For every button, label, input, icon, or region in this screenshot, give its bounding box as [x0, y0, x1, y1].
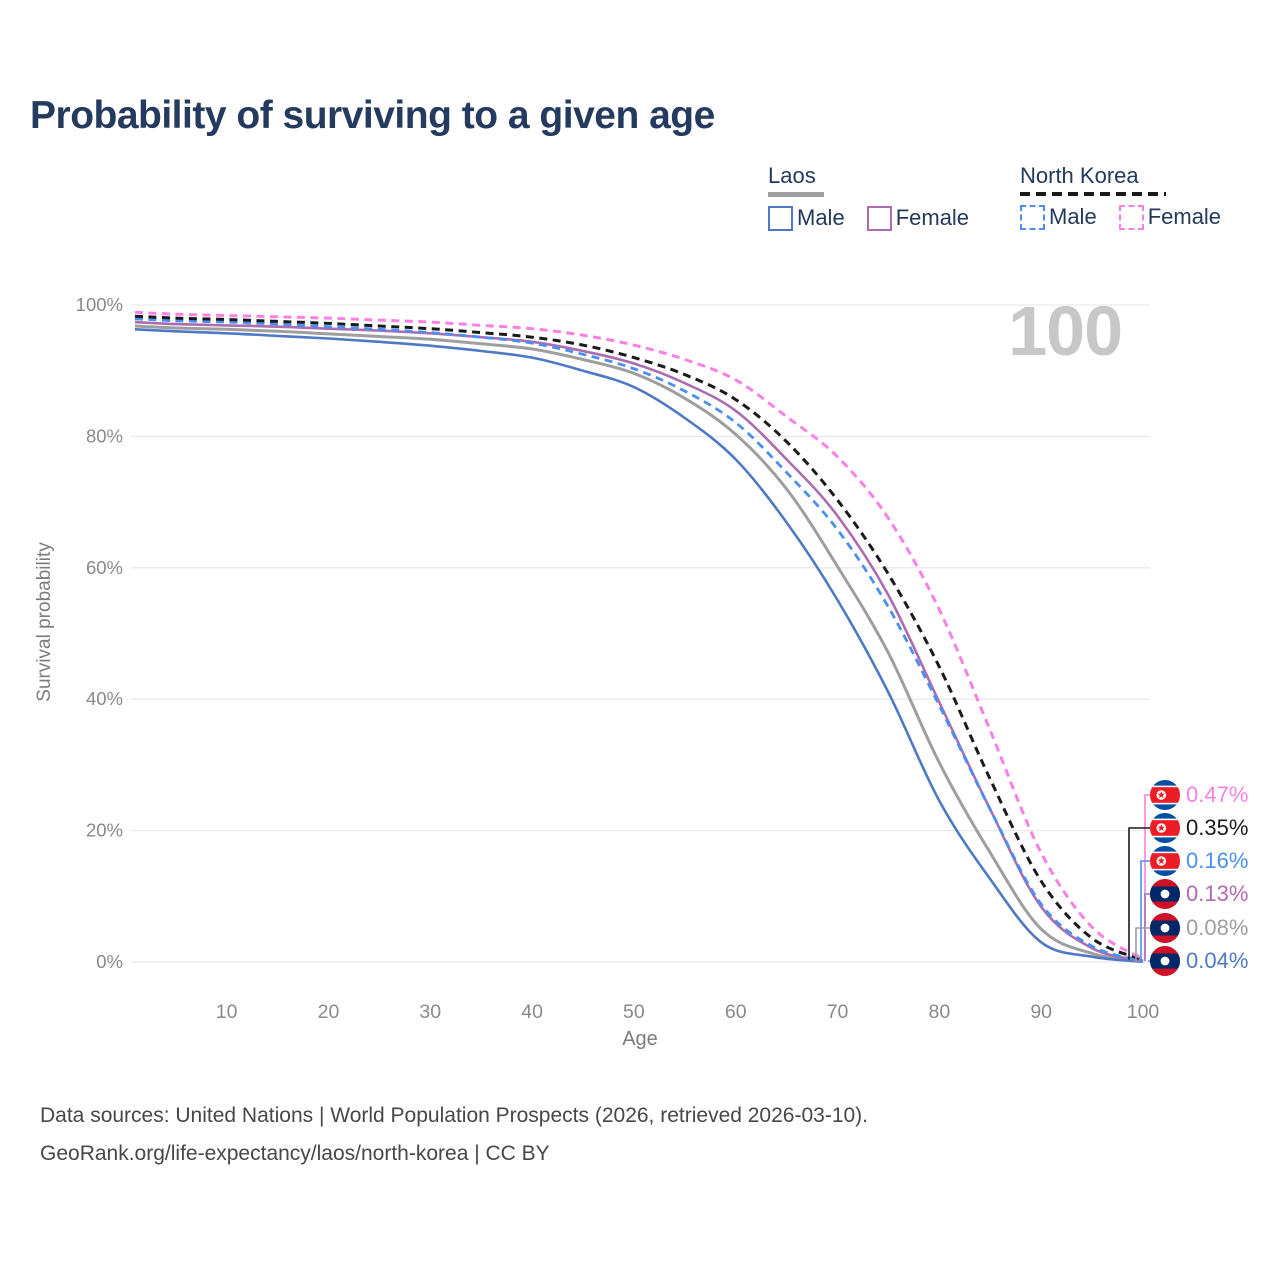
legend-item-north-korea-female[interactable]: Female	[1118, 204, 1222, 230]
series-line-laos-female	[134, 320, 1144, 963]
north-korea-flag-icon	[1150, 813, 1180, 843]
legend-north-korea-line-swatch	[1020, 192, 1166, 196]
end-label-laos-male: 0.04%	[1150, 946, 1248, 976]
series-line-nk-both	[134, 314, 1144, 962]
x-axis-title: Age	[622, 1028, 658, 1050]
end-label-north-korea-male: 0.16%	[1150, 846, 1248, 876]
x-tick-label: 70	[827, 1001, 849, 1023]
leader-line-nk-both	[1128, 827, 1152, 960]
age-counter-watermark: 100	[1008, 292, 1123, 370]
y-tick-label: 40%	[86, 688, 123, 709]
north-korea-flag-icon	[1150, 780, 1180, 810]
chart-legend: Laos Male Female North Korea Male Female	[768, 163, 1221, 231]
x-tick-label: 80	[929, 1001, 951, 1023]
legend-laos-line-swatch	[768, 192, 824, 197]
x-tick-label: 90	[1030, 1001, 1052, 1023]
end-label-laos-both: 0.08%	[1150, 913, 1248, 943]
end-label-value: 0.04%	[1186, 948, 1249, 973]
series-line-laos-male	[134, 328, 1144, 963]
legend-item-laos-female[interactable]: Female	[866, 205, 970, 231]
survival-probability-chart[interactable]: 0% 20% 40% 60% 80% 100% 10 20 30 40 50 60 70 80 90 100	[0, 0, 1280, 1080]
series-line-laos-both	[134, 324, 1144, 963]
x-tick-label: 40	[521, 1001, 543, 1023]
leader-line-laos-female	[1144, 893, 1152, 962]
attribution-link-text: GeoRank.org/life-expectancy/laos/north-k…	[40, 1142, 550, 1165]
end-label-north-korea-female: 0.47%	[1150, 780, 1248, 810]
y-tick-label: 0%	[96, 951, 123, 972]
legend-group-north-korea: North Korea Male Female	[1020, 163, 1221, 231]
laos-flag-icon	[1150, 913, 1180, 943]
y-axis-title: Survival probability	[34, 542, 55, 702]
series-line-nk-female	[134, 310, 1144, 961]
legend-item-label: Female	[895, 205, 970, 230]
end-label-value: 0.35%	[1186, 815, 1249, 840]
legend-item-label: Female	[1147, 204, 1222, 229]
x-tick-label: 30	[419, 1001, 441, 1023]
series-line-nk-male	[134, 317, 1144, 963]
end-label-laos-female: 0.13%	[1150, 879, 1248, 909]
legend-group-laos-label: Laos	[768, 163, 816, 188]
legend-item-laos-male[interactable]: Male	[768, 205, 845, 231]
x-tick-label: 50	[623, 1001, 645, 1023]
laos-flag-icon	[1150, 946, 1180, 976]
x-tick-label: 20	[318, 1001, 340, 1023]
laos-male-swatch-icon	[768, 205, 793, 231]
y-tick-label: 100%	[76, 294, 123, 315]
legend-group-north-korea-label: North Korea	[1020, 163, 1139, 188]
legend-group-laos: Laos Male Female	[768, 163, 992, 231]
x-tick-label: 100	[1127, 1001, 1160, 1023]
page-title: Probability of surviving to a given age	[30, 94, 715, 137]
end-label-north-korea-both: 0.35%	[1150, 813, 1248, 843]
laos-flag-icon	[1150, 879, 1180, 909]
north-korea-flag-icon	[1150, 846, 1180, 876]
end-label-value: 0.08%	[1186, 915, 1249, 940]
data-sources-text: Data sources: United Nations | World Pop…	[40, 1104, 869, 1127]
legend-item-north-korea-male[interactable]: Male	[1020, 204, 1097, 230]
leader-line-laos-both	[1135, 927, 1152, 962]
x-tick-label: 60	[725, 1001, 747, 1023]
legend-item-label: Male	[1049, 204, 1097, 229]
y-tick-label: 20%	[86, 820, 123, 841]
x-tick-label: 10	[216, 1001, 238, 1023]
end-label-value: 0.13%	[1186, 881, 1249, 906]
north-korea-male-swatch-icon	[1020, 204, 1045, 230]
legend-item-label: Male	[797, 205, 845, 230]
end-label-value: 0.16%	[1186, 848, 1249, 873]
y-tick-label: 60%	[86, 557, 123, 578]
y-tick-label: 80%	[86, 425, 123, 446]
laos-female-swatch-icon	[866, 205, 892, 231]
end-label-value: 0.47%	[1186, 782, 1249, 807]
north-korea-female-swatch-icon	[1118, 204, 1144, 230]
